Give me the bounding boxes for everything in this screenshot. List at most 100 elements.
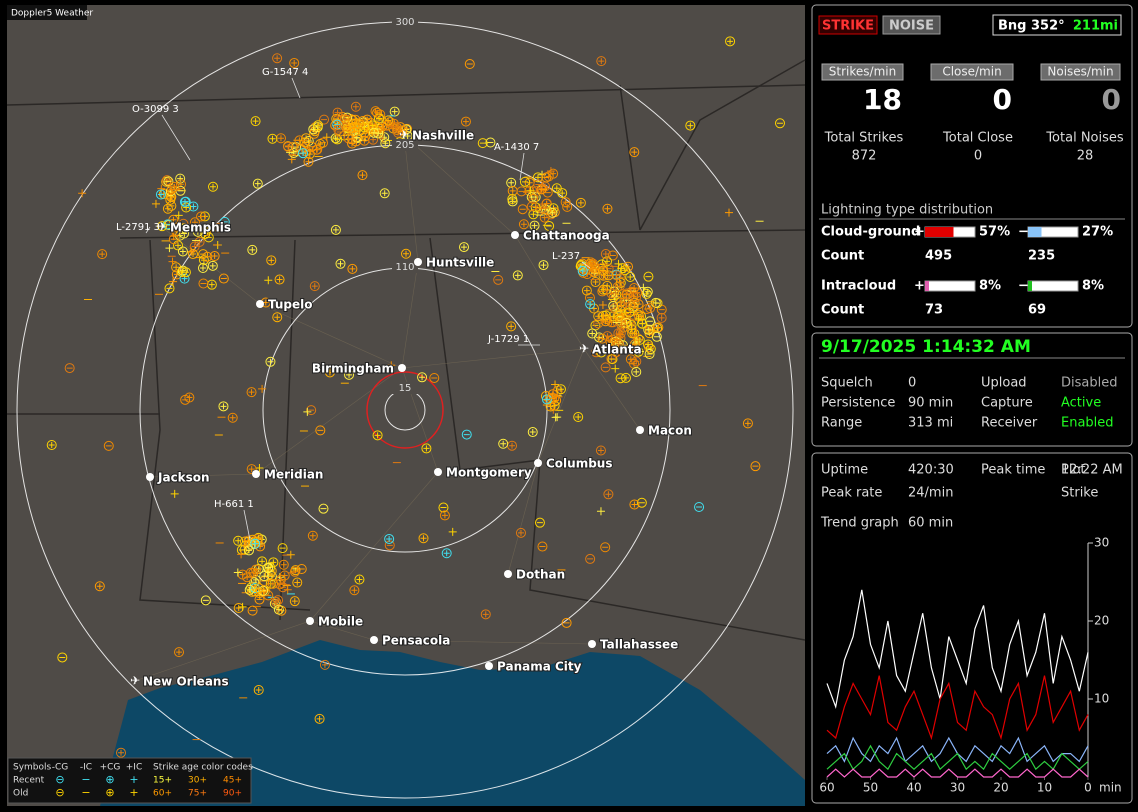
- strike-symbol: [545, 401, 556, 412]
- strike-symbol: [742, 418, 753, 429]
- strike-symbol: [597, 286, 608, 297]
- strike-symbol: [162, 203, 173, 214]
- legend-glyph: −: [81, 786, 90, 799]
- strike-symbol: [206, 279, 217, 290]
- close-ring: [366, 371, 444, 449]
- percent-label: 8%: [979, 279, 1001, 294]
- strike-symbol: [162, 219, 173, 230]
- strike-symbol: [174, 211, 183, 220]
- strike-symbol: [367, 120, 378, 131]
- percent-bar: [925, 281, 929, 291]
- storm-pointer: [581, 261, 591, 269]
- total-value: 872: [852, 149, 877, 164]
- strike-symbol: [349, 585, 360, 596]
- strike-symbol: [233, 602, 244, 613]
- mode-button[interactable]: [882, 15, 941, 35]
- count-value: 495: [925, 249, 952, 264]
- legend-glyph: ⊕: [105, 773, 114, 786]
- airport-icon: ✈: [157, 220, 167, 234]
- strike-symbol: [255, 463, 264, 472]
- strike-symbol: [303, 156, 314, 167]
- strike-symbol: [605, 336, 616, 347]
- strike-symbol: [242, 572, 253, 583]
- city-dot: [511, 231, 519, 239]
- strike-symbol: [164, 283, 175, 294]
- strike-symbol: [464, 59, 475, 70]
- strike-symbol: [642, 286, 653, 297]
- strike-symbol: [157, 221, 168, 232]
- strike-symbol: [533, 179, 544, 190]
- strike-symbol: [155, 189, 166, 200]
- strike-symbol: [694, 502, 705, 512]
- legend-symbol: +IC: [126, 763, 142, 773]
- city-dot: [485, 662, 493, 670]
- legend-label: Strike age color codes: [153, 763, 253, 773]
- storm-label: L-2791 3: [116, 222, 160, 233]
- range-label: 205: [395, 140, 414, 151]
- total-value: 0: [974, 149, 982, 164]
- strike-symbol: [631, 292, 642, 303]
- strike-symbol: [584, 292, 595, 303]
- strike-symbol: [349, 126, 360, 137]
- mode-button[interactable]: [818, 15, 878, 35]
- status-value: Enabled: [1061, 416, 1114, 431]
- stat-value: 12:22 AM: [1061, 463, 1123, 478]
- strike-symbol: [421, 443, 432, 454]
- strike-symbol: [585, 299, 596, 310]
- range-label-bg: [392, 382, 418, 394]
- strike-symbol: [97, 249, 108, 260]
- strike-symbol: [650, 297, 661, 308]
- strike-symbol: [250, 116, 261, 127]
- city-dot: [252, 470, 260, 478]
- strike-symbol: [265, 356, 276, 367]
- rate-value: 0: [993, 83, 1012, 116]
- strike-symbol: [180, 267, 191, 278]
- strike-symbol: [651, 331, 662, 342]
- strike-symbol: [272, 312, 283, 323]
- storm-pointer: [161, 114, 191, 161]
- count-label: Count: [821, 249, 864, 264]
- strike-symbol: [629, 339, 640, 350]
- legend: Symbols -CG -IC +CG +IC Strike age color code…: [7, 757, 253, 804]
- strike-symbol: [306, 405, 317, 416]
- strike-symbol: [600, 362, 611, 373]
- strike-symbol: [629, 147, 640, 158]
- strike-symbol: [175, 173, 186, 184]
- stat-label: Peak rate: [821, 486, 882, 501]
- type-label: Cloud-ground: [821, 225, 920, 240]
- stat-label: Trend graph: [820, 516, 899, 531]
- strike-symbol: [258, 384, 267, 393]
- strike-symbol: [180, 394, 191, 405]
- strike-symbol: [598, 301, 607, 310]
- percent-bar: [1028, 227, 1042, 237]
- count-label: Count: [821, 303, 864, 318]
- legend-glyph: ⊕: [105, 786, 114, 799]
- legend-glyph: +: [129, 786, 138, 799]
- strike-symbol: [401, 248, 412, 259]
- type-label: Intracloud: [821, 279, 896, 294]
- strike-symbol: [573, 412, 584, 422]
- strike-symbol: [116, 747, 127, 758]
- strike-symbol: [333, 124, 344, 135]
- storm-pointer: [145, 226, 151, 234]
- strike-symbol: [372, 430, 383, 441]
- status-value: Disabled: [1061, 376, 1117, 391]
- strike-symbol: [725, 36, 736, 47]
- strike-symbol: [534, 517, 545, 528]
- strike-symbol: [644, 349, 655, 360]
- strike-symbol: [642, 304, 653, 314]
- strike-symbol: [619, 298, 630, 308]
- city-dot: [256, 300, 264, 308]
- city-dot: [146, 473, 154, 481]
- strike-symbol: [485, 137, 496, 148]
- strike-symbol: [278, 559, 289, 570]
- strike-symbol: [209, 251, 220, 262]
- storm-pointer: [291, 77, 301, 99]
- airport-icon: ✈: [579, 342, 589, 356]
- strike-symbol: [629, 499, 640, 510]
- strike-symbol: [480, 609, 491, 620]
- city-dot: [636, 426, 644, 434]
- strike-symbol: [602, 256, 613, 267]
- strike-symbol: [188, 201, 199, 212]
